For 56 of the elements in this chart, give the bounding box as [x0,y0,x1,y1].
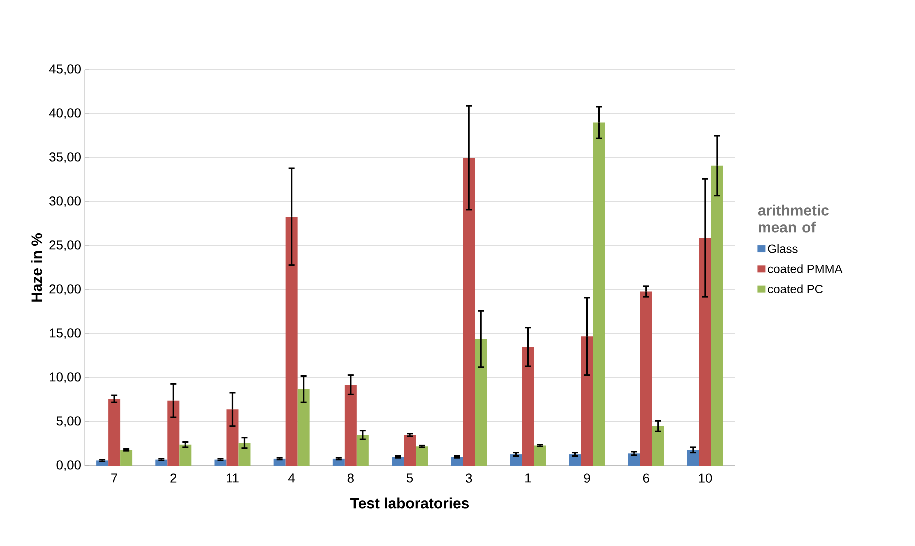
bar [569,454,582,466]
bar [534,446,546,466]
x-axis-title: Test laboratories [350,498,470,509]
bar [274,458,286,466]
bar [298,389,310,466]
y-tick-label: 20,00 [50,284,81,296]
y-tick-label: 5,00 [56,416,81,428]
bar [687,450,700,466]
bar [416,446,428,466]
bar [226,410,239,466]
bar [463,158,476,466]
x-tick-label: 6 [643,474,650,483]
bar [628,454,640,466]
legend-title: arithmetic mean of [758,204,830,233]
y-tick-label: 40,00 [49,108,81,120]
y-tick-label: 25,00 [50,240,81,252]
x-tick-label: 8 [348,474,354,483]
bar [475,339,488,466]
bar [404,435,416,466]
bar [120,450,133,466]
bar [581,336,594,466]
bar [699,238,712,466]
y-tick-label: 35,00 [50,152,81,164]
bar [510,454,522,466]
x-tick-label: 7 [112,474,118,483]
bar [108,399,121,466]
legend-label: coated PMMA [768,264,843,274]
bar [168,400,180,466]
bar [392,457,404,466]
x-tick-label: 5 [406,474,414,483]
bar [522,347,534,466]
x-tick-label: 4 [288,474,296,483]
bar [640,292,652,466]
x-tick-label: 3 [466,474,472,483]
y-axis-title: Haze in % [31,234,42,302]
y-tick-label: 15,00 [50,328,81,340]
legend-label: coated PC [768,284,824,294]
bar [238,443,251,466]
bar [356,435,369,466]
x-tick-label: 2 [170,474,177,483]
legend-label: Glass [768,244,798,254]
bar [652,426,664,466]
bar [344,385,357,466]
x-tick-label: 11 [227,474,239,483]
x-tick-label: 9 [584,474,590,483]
y-tick-label: 0,00 [56,460,81,472]
bar [286,216,298,466]
y-tick-label: 10,00 [50,372,81,384]
bar [180,444,192,466]
x-tick-label: 1 [526,474,532,483]
y-tick-label: 45,00 [49,64,81,76]
x-tick-label: 10 [699,474,712,483]
bar [593,122,606,466]
bar [451,457,464,466]
y-tick-label: 30,00 [50,196,81,208]
bar [711,166,724,466]
